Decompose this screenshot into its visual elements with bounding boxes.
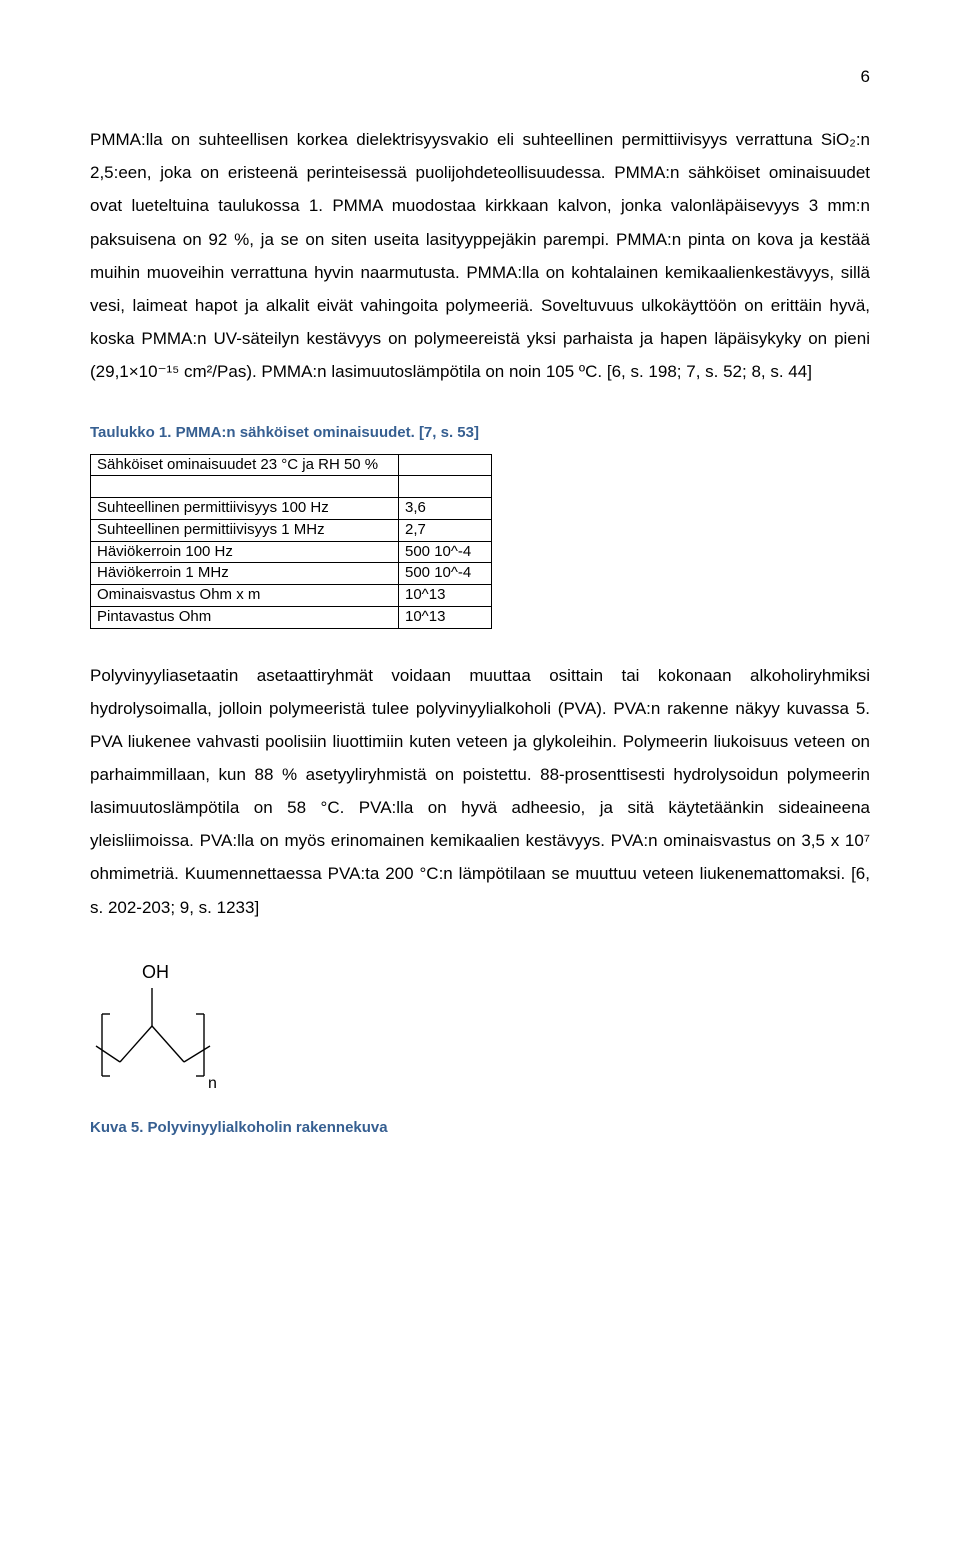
table-label: Suhteellinen permittiivisyys 100 Hz bbox=[91, 498, 399, 520]
table-header-row: Sähköiset ominaisuudet 23 °C ja RH 50 % bbox=[91, 454, 492, 476]
properties-table: Sähköiset ominaisuudet 23 °C ja RH 50 % … bbox=[90, 454, 492, 629]
table-empty-cell bbox=[91, 476, 399, 498]
table-label: Suhteellinen permittiivisyys 1 MHz bbox=[91, 519, 399, 541]
table-value: 2,7 bbox=[399, 519, 492, 541]
paragraph-2: Polyvinyyliasetaatin asetaattiryhmät voi… bbox=[90, 659, 870, 924]
table-value: 500 10^-4 bbox=[399, 541, 492, 563]
molecule-structure: OH n bbox=[90, 954, 870, 1105]
page-number: 6 bbox=[90, 60, 870, 93]
table-spacer-row bbox=[91, 476, 492, 498]
table-caption: Taulukko 1. PMMA:n sähköiset ominaisuude… bbox=[90, 418, 870, 447]
table-label: Häviökerroin 100 Hz bbox=[91, 541, 399, 563]
table-label: Ominaisvastus Ohm x m bbox=[91, 585, 399, 607]
table-empty-cell bbox=[399, 476, 492, 498]
table-header-empty bbox=[399, 454, 492, 476]
molecule-svg: OH n bbox=[90, 954, 220, 1094]
table-value: 3,6 bbox=[399, 498, 492, 520]
paragraph-1: PMMA:lla on suhteellisen korkea dielektr… bbox=[90, 123, 870, 388]
table-row: Ominaisvastus Ohm x m 10^13 bbox=[91, 585, 492, 607]
figure-caption: Kuva 5. Polyvinyylialkoholin rakennekuva bbox=[90, 1113, 870, 1142]
table-label: Häviökerroin 1 MHz bbox=[91, 563, 399, 585]
table-row: Häviökerroin 1 MHz 500 10^-4 bbox=[91, 563, 492, 585]
table-value: 500 10^-4 bbox=[399, 563, 492, 585]
molecule-n-label: n bbox=[208, 1075, 217, 1092]
table-header-cell: Sähköiset ominaisuudet 23 °C ja RH 50 % bbox=[91, 454, 399, 476]
table-row: Häviökerroin 100 Hz 500 10^-4 bbox=[91, 541, 492, 563]
table-row: Pintavastus Ohm 10^13 bbox=[91, 606, 492, 628]
molecule-oh-label: OH bbox=[142, 962, 169, 982]
table-row: Suhteellinen permittiivisyys 1 MHz 2,7 bbox=[91, 519, 492, 541]
table-value: 10^13 bbox=[399, 585, 492, 607]
table-label: Pintavastus Ohm bbox=[91, 606, 399, 628]
table-value: 10^13 bbox=[399, 606, 492, 628]
table-row: Suhteellinen permittiivisyys 100 Hz 3,6 bbox=[91, 498, 492, 520]
